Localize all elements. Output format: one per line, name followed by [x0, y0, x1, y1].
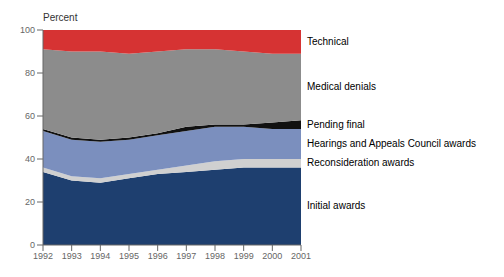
svg-text:2000: 2000 [262, 251, 282, 261]
svg-text:1997: 1997 [176, 251, 196, 261]
html-text:Pending final: Pending final [307, 118, 365, 130]
svg-text:1999: 1999 [234, 251, 254, 261]
svg-text:1994: 1994 [90, 251, 110, 261]
html-text:Reconsideration awards: Reconsideration awards [307, 157, 415, 169]
svg-text:1995: 1995 [119, 251, 139, 261]
html-text:Technical: Technical [307, 35, 349, 47]
html-text:Medical denials: Medical denials [307, 81, 376, 92]
svg-text:60: 60 [25, 111, 35, 121]
html-text:Percent: Percent [43, 12, 78, 23]
svg-text:40: 40 [25, 154, 35, 164]
svg-text:1992: 1992 [33, 251, 53, 261]
svg-text:1993: 1993 [62, 251, 82, 261]
svg-text:0: 0 [30, 240, 35, 250]
svg-text:100: 100 [20, 25, 35, 35]
svg-text:80: 80 [25, 68, 35, 78]
svg-text:1996: 1996 [148, 251, 168, 261]
svg-text:1998: 1998 [205, 251, 225, 261]
html-text:Initial awards: Initial awards [307, 200, 366, 212]
svg-text:2001: 2001 [291, 251, 311, 261]
html-text:Hearings and Appeals Council a: Hearings and Appeals Council awards [307, 137, 476, 149]
svg-text:20: 20 [25, 197, 35, 207]
